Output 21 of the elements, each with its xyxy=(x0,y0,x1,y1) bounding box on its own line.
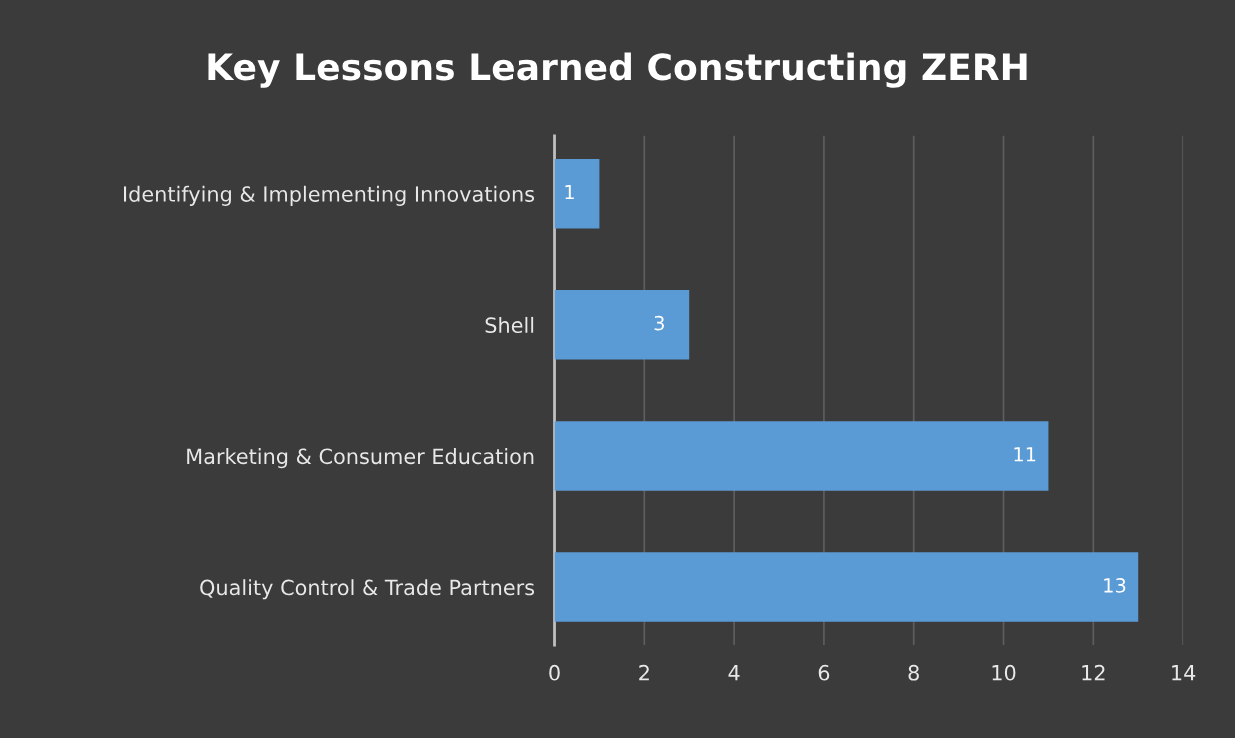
x-tick-label: 14 xyxy=(1172,665,1196,681)
bar xyxy=(554,158,600,229)
y-tick-label: Marketing & Consumer Education xyxy=(187,448,534,469)
data-label: 1 xyxy=(565,184,574,200)
bar xyxy=(554,290,690,360)
data-label: 11 xyxy=(1014,447,1036,462)
chart-title: Key Lessons Learned Constructing ZERH xyxy=(208,52,1027,88)
x-tick-label: 4 xyxy=(728,665,740,681)
bar xyxy=(554,421,1049,491)
y-tick-label: Shell xyxy=(485,316,534,334)
x-tick-label: 12 xyxy=(1082,664,1105,681)
x-tick-label: 2 xyxy=(639,664,649,681)
data-label: 13 xyxy=(1104,578,1126,593)
y-tick-label: Identifying & Implementing Innovations xyxy=(124,185,535,206)
data-label: 3 xyxy=(654,315,664,331)
bar xyxy=(554,552,1139,622)
y-tick-label: Quality Control & Trade Partners xyxy=(200,579,535,600)
x-tick-label: 6 xyxy=(818,664,830,681)
x-tick-label: 10 xyxy=(992,664,1016,681)
x-tick-label: 0 xyxy=(549,664,560,681)
x-tick-label: 8 xyxy=(908,664,919,681)
